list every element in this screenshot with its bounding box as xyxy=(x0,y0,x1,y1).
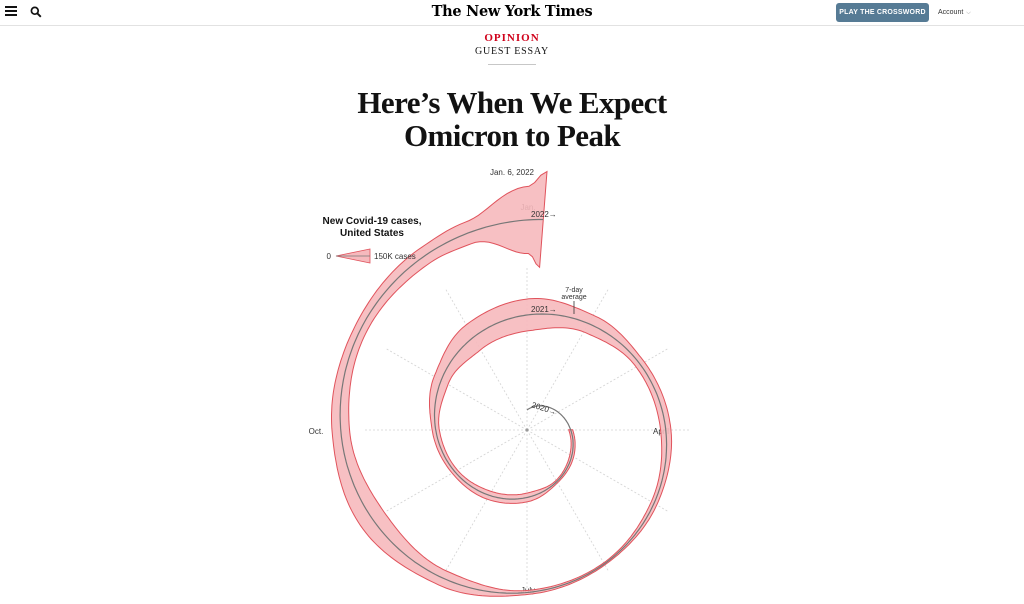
year-label: 2022→ xyxy=(531,210,557,219)
chart-title: New Covid-19 cases, United States xyxy=(322,216,422,239)
annotation-label: 7-day xyxy=(565,287,583,294)
top-navigation-bar: The New York Times PLAY THE CROSSWORD Ac… xyxy=(0,0,1024,26)
divider xyxy=(488,64,536,65)
grid-line xyxy=(526,289,609,431)
spiral-baseline xyxy=(339,218,668,594)
grid-line xyxy=(526,429,668,512)
center-point xyxy=(525,428,529,432)
grid-line xyxy=(445,289,528,431)
account-menu[interactable]: Account ⌵ xyxy=(938,9,971,17)
cases-band xyxy=(331,170,673,597)
legend-max-label: 150K cases xyxy=(374,252,416,261)
article-label: GUEST ESSAY xyxy=(474,46,550,57)
year-label: 2021→ xyxy=(531,305,557,314)
search-icon[interactable] xyxy=(30,5,44,19)
spiral-2020-arc xyxy=(526,405,572,431)
year-label: 2020→ xyxy=(530,400,557,417)
hamburger-menu-icon[interactable] xyxy=(5,6,17,18)
annotation-label: average xyxy=(561,294,586,301)
headline: Here’s When We Expect Omicron to Peak xyxy=(357,85,667,153)
account-label: Account xyxy=(938,9,964,16)
play-crossword-button[interactable]: PLAY THE CROSSWORD xyxy=(836,3,929,22)
section-kicker[interactable]: OPINION xyxy=(484,32,540,44)
chevron-down-icon: ⌵ xyxy=(966,10,971,16)
grid-line xyxy=(386,348,528,431)
masthead-logo[interactable]: The New York Times xyxy=(431,3,593,20)
publish-date: Jan. 6, 2022 xyxy=(489,168,535,177)
grid-line xyxy=(526,348,668,431)
grid-line xyxy=(526,429,609,571)
month-label: Oct. xyxy=(309,427,324,436)
legend-min-label: 0 xyxy=(327,252,332,261)
grid-line xyxy=(445,429,528,571)
